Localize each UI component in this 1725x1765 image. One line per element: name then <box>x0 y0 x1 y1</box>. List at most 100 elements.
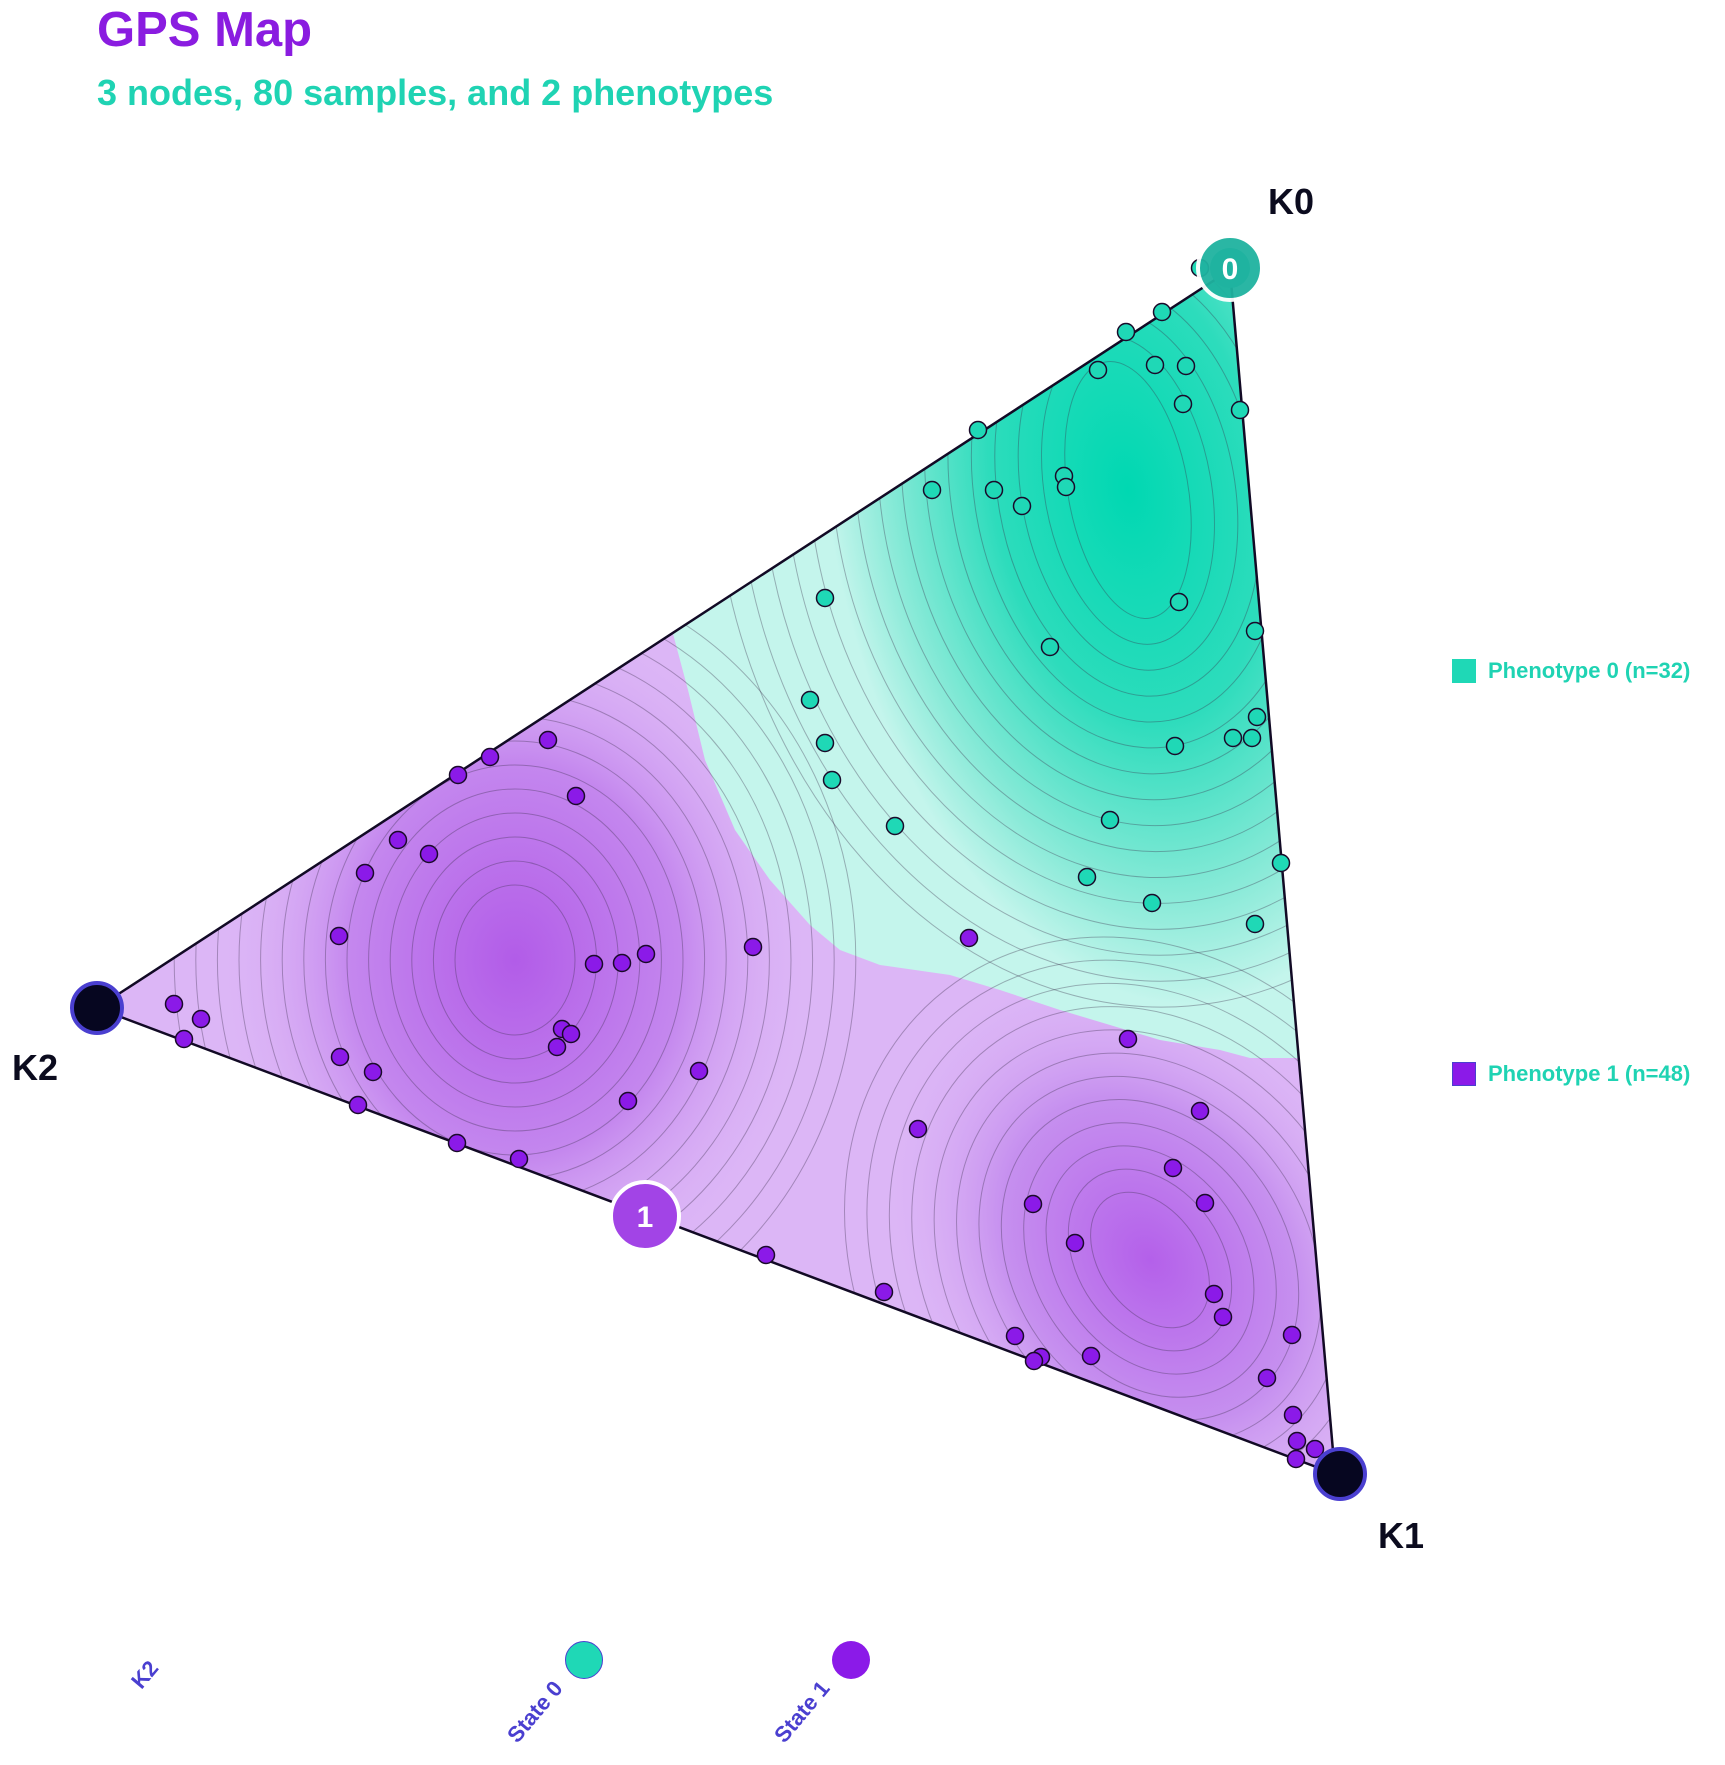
legend-phenotype-1: Phenotype 1 (n=48) <box>1452 1061 1690 1087</box>
legend-swatch-1 <box>1452 1062 1476 1086</box>
sample-point-phenotype-0 <box>1142 893 1162 913</box>
sample-point-phenotype-0 <box>1088 360 1108 380</box>
sample-point-phenotype-1 <box>363 1062 383 1082</box>
sample-point-phenotype-1 <box>1204 1284 1224 1304</box>
state-1-marker <box>609 1180 681 1252</box>
sample-point-phenotype-1 <box>1005 1326 1025 1346</box>
sample-point-phenotype-0 <box>800 690 820 710</box>
sample-point-phenotype-0 <box>822 770 842 790</box>
sample-point-phenotype-1 <box>1023 1194 1043 1214</box>
contour-ring <box>900 270 1335 801</box>
sample-point-phenotype-1 <box>448 765 468 785</box>
contour-ring <box>1023 1122 1277 1398</box>
sample-point-phenotype-0 <box>1247 707 1267 727</box>
sample-point-phenotype-1 <box>959 928 979 948</box>
sample-point-phenotype-1 <box>509 1149 529 1169</box>
sample-points <box>164 258 1325 1469</box>
sample-point-phenotype-1 <box>1081 1346 1101 1366</box>
contour-ring <box>806 270 1335 904</box>
state-1-label: 1 <box>637 1201 654 1234</box>
sample-point-phenotype-1 <box>1118 1029 1138 1049</box>
vertex-k2-marker <box>70 981 124 1035</box>
sample-point-phenotype-0 <box>1173 394 1193 414</box>
sample-point-phenotype-1 <box>618 1091 638 1111</box>
sample-point-phenotype-1 <box>447 1133 467 1153</box>
sample-point-phenotype-1 <box>561 1024 581 1044</box>
state-0-marker <box>1196 234 1264 302</box>
sample-point-phenotype-1 <box>743 937 763 957</box>
page-title: GPS Map <box>97 3 313 57</box>
sample-point-phenotype-0 <box>1165 736 1185 756</box>
contour-ring <box>368 788 662 1132</box>
sample-point-phenotype-1 <box>566 786 586 806</box>
page-subtitle: 3 nodes, 80 samples, and 2 phenotypes <box>97 72 774 113</box>
sample-point-phenotype-0 <box>1116 322 1136 342</box>
sample-point-phenotype-1 <box>348 1095 368 1115</box>
sample-point-phenotype-0 <box>1230 400 1250 420</box>
legend-label-1: Phenotype 1 (n=48) <box>1488 1061 1691 1086</box>
vertex-k0-label: K0 <box>1268 181 1314 222</box>
sample-point-phenotype-0 <box>1152 302 1172 322</box>
state-0-label: 0 <box>1222 253 1239 286</box>
sample-point-phenotype-1 <box>1282 1325 1302 1345</box>
contour-ring <box>1045 1145 1255 1375</box>
density-field <box>97 270 1335 1474</box>
sample-point-phenotype-1 <box>330 1047 350 1067</box>
vertex-k1-marker <box>1313 1447 1367 1501</box>
contour-ring <box>853 270 1335 853</box>
vertex-k1-label: K1 <box>1378 1515 1424 1556</box>
sample-point-phenotype-1 <box>1305 1439 1325 1459</box>
sample-point-phenotype-1 <box>164 994 184 1014</box>
sample-point-phenotype-1 <box>1257 1368 1277 1388</box>
contour-ring <box>1067 1168 1233 1352</box>
sample-point-phenotype-1 <box>1286 1449 1306 1469</box>
contour-ring <box>830 270 1335 878</box>
legend-label-0: Phenotype 0 (n=32) <box>1488 658 1691 683</box>
sample-point-phenotype-1 <box>538 730 558 750</box>
sample-point-phenotype-0 <box>984 480 1004 500</box>
sample-point-phenotype-1 <box>355 863 375 883</box>
sample-point-phenotype-0 <box>1100 810 1120 830</box>
contour-ring <box>1064 361 1192 619</box>
sample-point-phenotype-0 <box>1056 477 1076 497</box>
sample-point-phenotype-1 <box>1283 1405 1303 1425</box>
sample-point-phenotype-1 <box>1024 1351 1044 1371</box>
sample-point-phenotype-1 <box>874 1282 894 1302</box>
sample-point-phenotype-0 <box>815 588 835 608</box>
sample-point-phenotype-0 <box>1012 496 1032 516</box>
sample-point-phenotype-1 <box>1065 1233 1085 1253</box>
sample-point-phenotype-0 <box>1145 355 1165 375</box>
sample-point-phenotype-1 <box>756 1245 776 1265</box>
sample-point-phenotype-1 <box>584 954 604 974</box>
sample-point-phenotype-1 <box>419 844 439 864</box>
sample-point-phenotype-0 <box>1040 637 1060 657</box>
contour-ring <box>1090 1191 1210 1329</box>
sample-point-phenotype-1 <box>908 1119 928 1139</box>
sample-point-phenotype-1 <box>612 953 632 973</box>
phenotype-0-region <box>665 270 1300 1058</box>
contour-ring <box>978 1075 1322 1445</box>
sample-point-phenotype-0 <box>815 733 835 753</box>
sample-point-phenotype-1 <box>191 1009 211 1029</box>
sample-point-phenotype-0 <box>1223 728 1243 748</box>
bottom-state-1-dot <box>832 1641 870 1679</box>
sample-point-phenotype-0 <box>922 480 942 500</box>
sample-point-phenotype-1 <box>1163 1158 1183 1178</box>
sample-point-phenotype-1 <box>547 1037 567 1057</box>
contour-ring <box>1000 1099 1300 1421</box>
sample-point-phenotype-0 <box>1169 592 1189 612</box>
sample-point-phenotype-1 <box>1195 1193 1215 1213</box>
sample-point-phenotype-0 <box>1176 356 1196 376</box>
sample-point-phenotype-1 <box>174 1029 194 1049</box>
vertex-k2-label: K2 <box>12 1047 58 1088</box>
sample-point-phenotype-0 <box>1242 728 1262 748</box>
sample-point-phenotype-1 <box>636 944 656 964</box>
sample-point-phenotype-0 <box>885 816 905 836</box>
contour-ring <box>877 270 1335 827</box>
sample-point-phenotype-0 <box>1245 914 1265 934</box>
sample-point-phenotype-0 <box>1245 621 1265 641</box>
sample-point-phenotype-1 <box>1190 1101 1210 1121</box>
sample-point-phenotype-1 <box>1213 1307 1233 1327</box>
legend-phenotype-0: Phenotype 0 (n=32) <box>1452 658 1690 684</box>
